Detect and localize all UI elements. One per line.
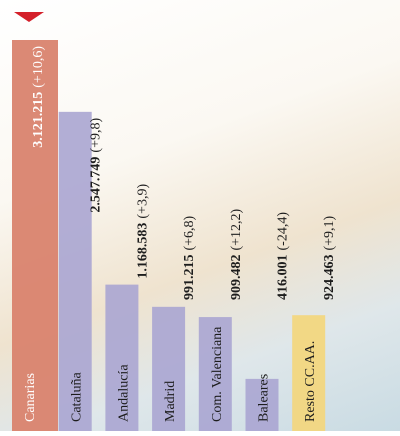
page: Canarias 3.121.215 (+10,6) Cataluña 2.547.74…: [0, 0, 400, 431]
category-label: Canarias: [23, 373, 38, 422]
value-label: 924.463 (+9,1): [322, 215, 337, 300]
value-label: 909.482 (+12,2): [229, 208, 244, 300]
value-change: (+10,6): [31, 46, 46, 88]
value-number: 416.001: [276, 255, 291, 301]
value-change: (+6,8): [182, 215, 197, 250]
value-number: 1.168.583: [135, 223, 150, 279]
value-change: (+9,8): [89, 118, 104, 153]
value-number: 3.121.215: [31, 92, 46, 148]
category-label: Cataluña: [70, 371, 85, 422]
value-label: 991.215 (+6,8): [182, 215, 197, 300]
value-number: 924.463: [322, 255, 337, 301]
value-label: 416.001 (-24,4): [276, 212, 291, 300]
marker-triangle: [14, 12, 44, 22]
value-number: 2.547.749: [89, 157, 104, 213]
value-label: 2.547.749 (+9,8): [89, 118, 104, 213]
value-label: 1.168.583 (+3,9): [135, 184, 150, 279]
value-change: (-24,4): [276, 212, 291, 251]
value-number: 909.482: [229, 255, 244, 301]
category-label: Baleares: [257, 374, 272, 422]
category-label: Andalucía: [116, 364, 131, 422]
value-change: (+3,9): [135, 184, 150, 219]
category-label: Madrid: [163, 381, 178, 422]
value-change: (+12,2): [229, 208, 244, 250]
value-number: 991.215: [182, 255, 197, 301]
value-label: 3.121.215 (+10,6): [31, 46, 46, 148]
value-change: (+9,1): [322, 215, 337, 250]
category-label: Com. Valenciana: [210, 326, 225, 422]
chart: Canarias 3.121.215 (+10,6) Cataluña 2.547.74…: [0, 0, 400, 431]
category-label: Resto CC.AA.: [303, 341, 318, 422]
